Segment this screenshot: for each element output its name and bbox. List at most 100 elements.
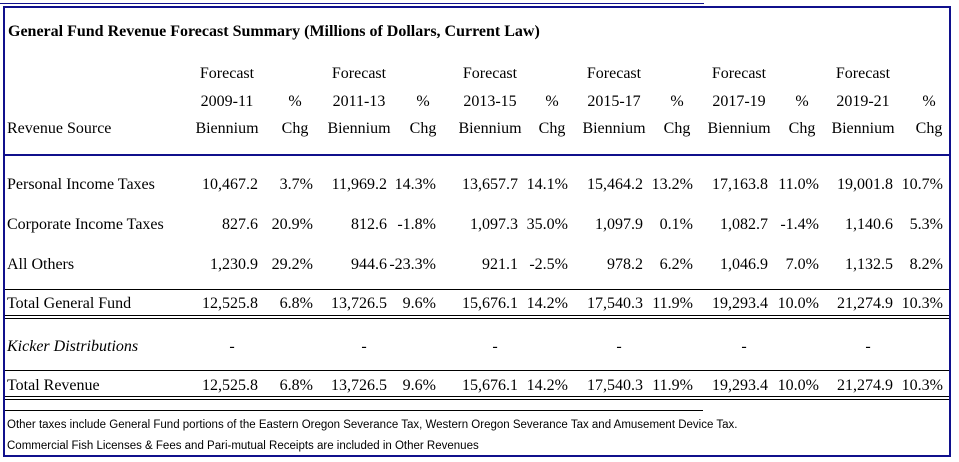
row-all-others-label: All Others xyxy=(7,256,75,273)
kicker-dash-cell: - xyxy=(361,338,367,355)
subtotal-rule xyxy=(5,289,949,290)
header-chg-label: Chg xyxy=(788,120,816,137)
row-personal-income-taxes-cell: 11,969.2 xyxy=(331,176,387,193)
row-corporate-income-taxes-cell: 827.6 xyxy=(222,216,258,233)
header-pct-label: % xyxy=(288,93,302,110)
header-chg-label: Chg xyxy=(409,120,437,137)
row-corporate-income-taxes-cell: 812.6 xyxy=(351,216,387,233)
header-forecast-label: Forecast xyxy=(462,65,518,82)
row-total-general-fund-cell: 14.2% xyxy=(526,295,568,312)
header-pct-label: % xyxy=(545,93,559,110)
row-total-general-fund-cell: 9.6% xyxy=(402,295,436,312)
row-all-others-cell: 978.2 xyxy=(607,256,643,273)
row-total-revenue-cell: 10.0% xyxy=(777,377,819,394)
row-all-others-cell: 8.2% xyxy=(909,256,943,273)
row-total-general-fund-cell: 15,676.1 xyxy=(462,295,518,312)
row-corporate-income-taxes-cell: -1.8% xyxy=(397,216,436,233)
header-forecast-label: Forecast xyxy=(586,65,642,82)
row-personal-income-taxes-cell: 11.0% xyxy=(778,176,819,193)
header-pct-label: % xyxy=(670,93,684,110)
row-total-general-fund-cell: 10.3% xyxy=(901,295,943,312)
header-period-label: 2019-21 xyxy=(836,93,890,110)
row-total-general-fund-cell: 12,525.8 xyxy=(202,295,258,312)
row-total-revenue-cell: 19,293.4 xyxy=(712,377,768,394)
row-corporate-income-taxes-cell: 5.3% xyxy=(909,216,943,233)
row-personal-income-taxes-cell: 14.1% xyxy=(526,176,568,193)
row-corporate-income-taxes-cell: 35.0% xyxy=(526,216,568,233)
row-total-revenue-cell: 12,525.8 xyxy=(202,377,258,394)
header-forecast-label: Forecast xyxy=(711,65,767,82)
row-total-general-fund-cell: 11.9% xyxy=(652,295,693,312)
header-biennium-label: Biennium xyxy=(327,120,391,137)
row-all-others-cell: 29.2% xyxy=(271,256,313,273)
header-separator xyxy=(5,154,949,156)
row-all-others-cell: -2.5% xyxy=(529,256,568,273)
row-all-others-cell: 6.2% xyxy=(659,256,693,273)
row-total-revenue-cell: 15,676.1 xyxy=(462,377,518,394)
header-pct-label: % xyxy=(922,93,936,110)
header-period-label: 2013-15 xyxy=(463,93,517,110)
row-personal-income-taxes-cell: 10.7% xyxy=(901,176,943,193)
row-personal-income-taxes-cell: 13.2% xyxy=(651,176,693,193)
header-pct-label: % xyxy=(416,93,430,110)
row-corporate-income-taxes-cell: 1,082.7 xyxy=(720,216,768,233)
header-biennium-label: Biennium xyxy=(831,120,895,137)
row-personal-income-taxes-cell: 10,467.2 xyxy=(202,176,258,193)
row-all-others-cell: 7.0% xyxy=(785,256,819,273)
row-total-revenue-cell: 17,540.3 xyxy=(587,377,643,394)
row-corporate-income-taxes-cell: 20.9% xyxy=(271,216,313,233)
row-personal-income-taxes-cell: 19,001.8 xyxy=(837,176,893,193)
kicker-dash-cell: - xyxy=(492,338,498,355)
row-personal-income-taxes-cell: 3.7% xyxy=(279,176,313,193)
total-revenue-rule xyxy=(5,370,949,371)
row-total-general-fund-cell: 6.8% xyxy=(279,295,313,312)
row-personal-income-taxes-cell: 13,657.7 xyxy=(462,176,518,193)
header-pct-label: % xyxy=(795,93,809,110)
header-forecast-label: Forecast xyxy=(331,65,387,82)
total-revenue-double-rule-top xyxy=(5,396,949,397)
row-total-revenue-cell: 21,274.9 xyxy=(837,377,893,394)
row-corporate-income-taxes-cell: -1.4% xyxy=(780,216,819,233)
row-total-general-fund-cell: 10.0% xyxy=(777,295,819,312)
row-total-revenue-cell: 13,726.5 xyxy=(331,377,387,394)
row-personal-income-taxes-cell: 15,464.2 xyxy=(587,176,643,193)
footnote-other-taxes: Other taxes include General Fund portion… xyxy=(7,419,738,431)
row-total-general-fund-cell: 17,540.3 xyxy=(587,295,643,312)
row-total-revenue-cell: 9.6% xyxy=(402,377,436,394)
total-revenue-double-rule-bottom xyxy=(5,399,949,400)
footnote-commercial-fish: Commercial Fish Licenses & Fees and Pari… xyxy=(7,440,479,452)
table-frame xyxy=(3,6,951,457)
header-biennium-label: Biennium xyxy=(582,120,646,137)
table-title: General Fund Revenue Forecast Summary (M… xyxy=(8,23,540,40)
header-chg-label: Chg xyxy=(915,120,943,137)
header-biennium-label: Biennium xyxy=(458,120,522,137)
row-total-revenue-cell: 11.9% xyxy=(652,377,693,394)
row-total-general-fund-cell: 21,274.9 xyxy=(837,295,893,312)
kicker-dash-cell: - xyxy=(616,338,622,355)
row-corporate-income-taxes-label: Corporate Income Taxes xyxy=(7,216,164,233)
header-forecast-label: Forecast xyxy=(835,65,891,82)
row-total-revenue-cell: 6.8% xyxy=(279,377,313,394)
row-total-revenue-label: Total Revenue xyxy=(7,377,100,394)
notes-rule xyxy=(5,410,703,411)
kicker-dash-cell: - xyxy=(741,338,747,355)
row-personal-income-taxes-cell: 17,163.8 xyxy=(712,176,768,193)
total-general-fund-double-rule-bottom xyxy=(5,318,949,319)
header-biennium-label: Biennium xyxy=(195,120,259,137)
header-forecast-label: Forecast xyxy=(199,65,255,82)
header-revenue-source: Revenue Source xyxy=(7,120,112,137)
row-total-revenue-cell: 14.2% xyxy=(526,377,568,394)
top-border-line xyxy=(0,3,704,4)
header-chg-label: Chg xyxy=(663,120,691,137)
row-personal-income-taxes-label: Personal Income Taxes xyxy=(7,176,155,193)
row-all-others-cell: 1,046.9 xyxy=(720,256,768,273)
header-period-label: 2015-17 xyxy=(587,93,641,110)
row-corporate-income-taxes-cell: 0.1% xyxy=(659,216,693,233)
header-period-label: 2017-19 xyxy=(712,93,766,110)
row-all-others-cell: 1,230.9 xyxy=(210,256,258,273)
header-period-label: 2009-11 xyxy=(200,93,254,110)
row-kicker-distributions-label: Kicker Distributions xyxy=(7,338,139,355)
header-chg-label: Chg xyxy=(538,120,566,137)
row-total-general-fund-cell: 13,726.5 xyxy=(331,295,387,312)
kicker-dash-cell: - xyxy=(229,338,235,355)
